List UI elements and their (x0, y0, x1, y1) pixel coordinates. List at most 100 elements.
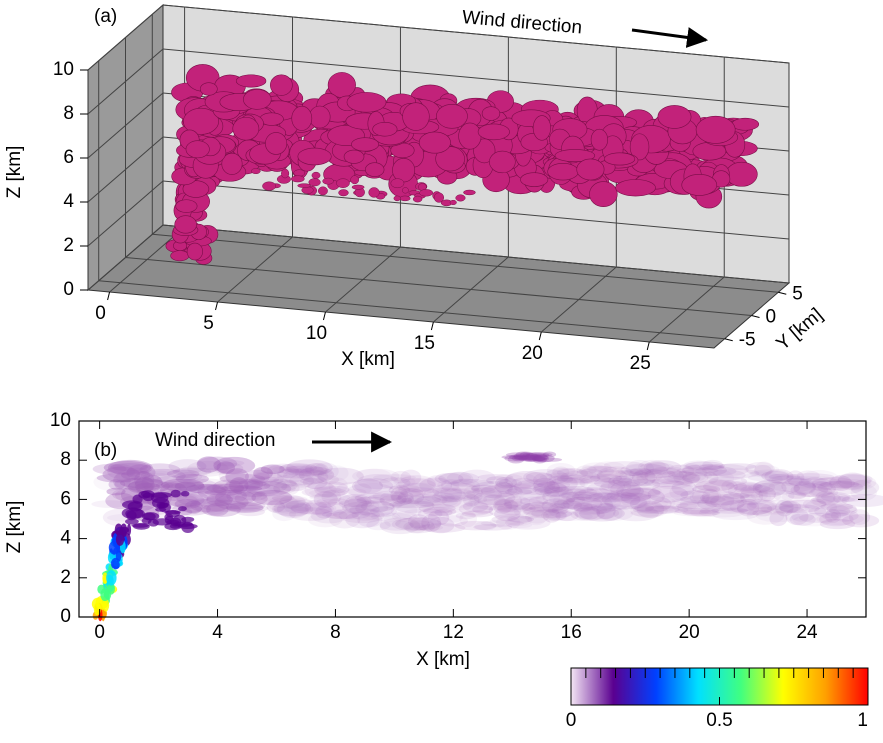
z-tick-label: 0 (63, 279, 74, 300)
contour-patch (178, 506, 187, 512)
contour-patch (115, 549, 122, 562)
z-tick-label: 10 (53, 59, 74, 80)
x-tick-label: 5 (203, 313, 214, 334)
contour-patch (290, 501, 337, 515)
z-tick-label: 8 (63, 103, 74, 124)
contour-patch (346, 488, 367, 496)
contour-patch (269, 478, 297, 489)
contour-patch (338, 494, 372, 508)
contour-patch (620, 484, 662, 499)
contour-patch (309, 493, 351, 502)
contour-patch (793, 480, 817, 495)
contour-patch (519, 496, 549, 507)
contour-patch (327, 495, 375, 511)
contour-patch (691, 488, 722, 504)
contour-patch (193, 478, 228, 493)
contour-patch (774, 499, 794, 517)
contour-patch (309, 462, 327, 477)
contour-patch (473, 490, 516, 506)
contour-patch (579, 475, 616, 491)
contour-patch (437, 479, 476, 491)
plume-blob (399, 195, 411, 202)
contour-patch (185, 483, 229, 494)
plume-blob (681, 174, 718, 196)
contour-patch (558, 491, 604, 500)
contour-patch (351, 478, 383, 494)
contour-patch (571, 493, 593, 500)
contour-patch (284, 465, 324, 474)
plume-blob (433, 192, 445, 203)
contour-patch (480, 484, 523, 497)
contour-patch (621, 492, 651, 509)
grid-line (162, 180, 790, 240)
contour-patch (316, 497, 349, 506)
contour-patch (383, 512, 402, 527)
contour-patch (197, 484, 221, 491)
contour-patch (683, 460, 714, 471)
contour-patch (357, 513, 383, 528)
contour-patch (189, 481, 227, 497)
contour-patch (390, 470, 412, 484)
contour-patch (352, 468, 400, 484)
contour-patch (816, 512, 865, 526)
plume-blob (351, 184, 365, 190)
contour-patch (580, 466, 625, 480)
contour-patch (168, 459, 207, 474)
contour-patch (197, 456, 238, 471)
contour-patch (436, 515, 468, 527)
contour-patch (407, 514, 429, 529)
contour-patch (746, 499, 777, 513)
contour-patch (812, 494, 848, 509)
contour-patch (455, 512, 476, 520)
contour-patch (701, 492, 735, 508)
contour-patch (488, 483, 533, 490)
contour-patch (379, 490, 407, 509)
contour-patch (594, 477, 641, 489)
plume-blob (419, 189, 434, 197)
contour-patch (379, 495, 413, 507)
contour-patch (761, 470, 790, 482)
contour-patch (390, 486, 409, 505)
contour-patch (518, 455, 546, 462)
x-tick-label: 20 (522, 343, 543, 364)
y-axis-label: Y [km] (772, 304, 826, 354)
contour-patch (317, 498, 345, 514)
contour-patch (570, 507, 605, 522)
contour-patch (167, 494, 198, 508)
contour-patch (160, 481, 196, 489)
contour-patch (576, 465, 597, 475)
contour-patch (752, 479, 787, 498)
contour-patch (679, 495, 726, 504)
contour-patch (107, 582, 116, 595)
contour-patch (590, 496, 613, 514)
contour-patch (391, 490, 414, 503)
contour-patch (682, 473, 700, 484)
contour-patch (494, 507, 521, 522)
contour-patch (389, 484, 420, 491)
plume-blob (232, 116, 260, 141)
contour-patch (644, 505, 689, 514)
contour-patch (814, 504, 851, 519)
contour-patch (773, 490, 795, 502)
contour-patch (214, 489, 257, 506)
plume-blob (695, 115, 736, 144)
y-tick-label: 5 (792, 283, 803, 304)
contour-patch (498, 478, 523, 488)
contour-patch (505, 452, 530, 458)
contour-patch (345, 511, 380, 529)
contour-patch (114, 523, 123, 536)
contour-patch (474, 521, 497, 531)
contour-patch (589, 473, 623, 483)
contour-patch (530, 453, 548, 462)
contour-patch (189, 498, 229, 513)
contour-patch (560, 470, 601, 485)
contour-patch (629, 467, 652, 476)
contour-patch (702, 459, 723, 471)
contour-patch (736, 502, 773, 515)
contour-patch (379, 520, 414, 531)
contour-patch (469, 496, 488, 504)
contour-patch (181, 504, 203, 513)
contour-patch (828, 505, 858, 516)
contour-patch (229, 477, 249, 494)
plume-blob (291, 175, 305, 183)
